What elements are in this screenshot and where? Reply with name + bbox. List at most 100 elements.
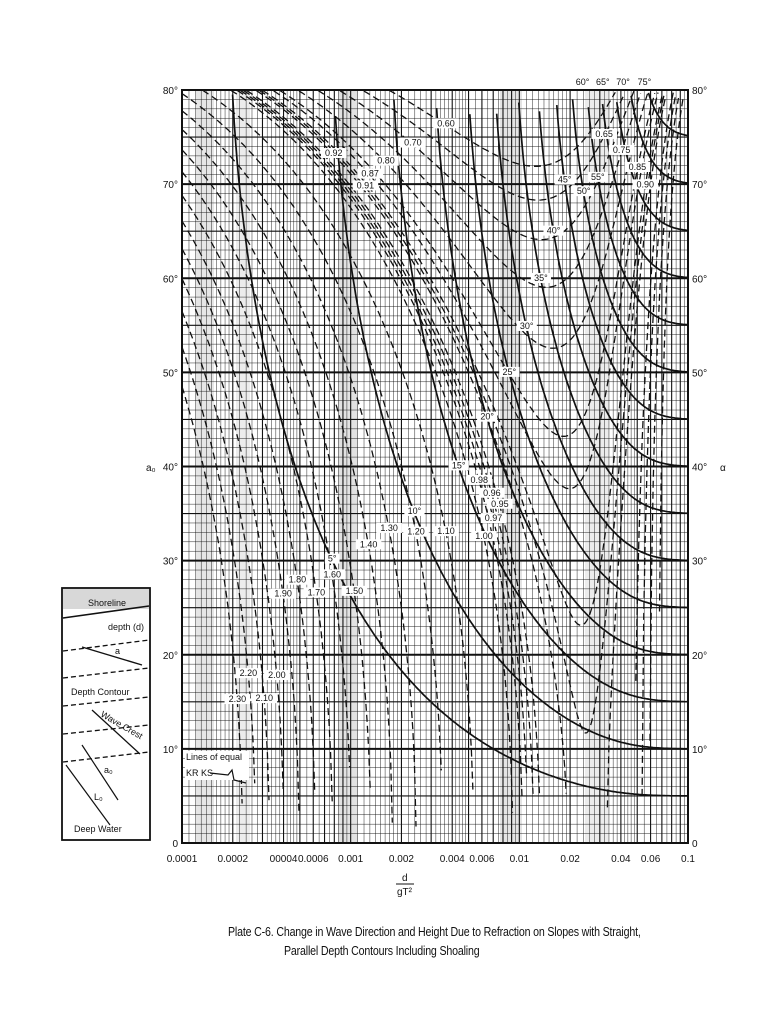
x-tick-label: 0.001 [338,854,363,865]
alpha-label: 5° [324,553,340,564]
grid [181,90,688,843]
krks-label: 0.96 [479,487,505,498]
krks-contour [649,97,680,741]
label-text: 0.80 [377,156,395,166]
x-axis-label-numerator: d [402,873,408,884]
krks-contour [339,90,635,241]
label-text: 75° [638,77,652,87]
label-background [587,171,608,182]
alpha-contour-35 [517,102,689,515]
label-background [477,411,498,422]
krks-label: 1.70 [303,587,330,598]
label-text: 55° [591,172,605,182]
label-background [319,569,346,580]
y-tick-label-right: 30° [692,557,707,568]
x-tick-label: 0.0002 [217,854,248,865]
label-background [634,77,655,87]
y-tick-label-right: 60° [692,274,707,285]
x-tick-label: 0.0001 [167,854,198,865]
label-text: 0.65 [595,129,613,139]
label-text: 10° [408,506,422,516]
label-text: 1.50 [346,586,364,596]
y-tick-label-left: 40° [163,463,178,474]
krks-label: 1.80 [284,574,311,585]
y-tick-label-left: 30° [163,557,178,568]
alpha-label-top: 65° [592,77,613,87]
krks-contour [181,278,284,790]
krks-label: 1.10 [433,526,459,537]
inset-alpha0-label: a₀ [104,765,113,775]
y-tick-label-left: 50° [163,368,178,379]
x-tick-label: 0.1 [681,854,695,865]
label-background [324,553,340,564]
inset-depth-contours [62,639,150,763]
label-background [251,693,278,704]
label-text: 2.10 [255,693,273,703]
inset-crest-2 [91,709,141,755]
krks-label: 0.60 [433,118,459,129]
label-background [516,320,537,331]
label-background [341,585,368,596]
label-text: 0.95 [491,499,509,509]
axes: 0.0001 0.0002 00004 0.0006 0.001 0.002 0.004 0.… [163,86,707,865]
label-text: 5° [328,554,337,564]
label-background [284,574,311,585]
label-background [264,670,290,681]
krks-label: 0.97 [480,513,507,524]
shoreline-line [62,605,150,619]
krks-label: 0.70 [400,137,426,148]
label-background [400,137,426,148]
label-text: 0.92 [325,148,343,158]
krks-contour [255,90,567,794]
curve-labels: 5° 10° 15° 20° 25° 30° 35° 40° 45° 50°55° 60° 65° 70… [224,77,659,705]
alpha-label: 50° [573,186,594,197]
krks-contour [641,96,676,796]
y-tick-label-right: 20° [692,651,707,662]
krks-label: 0.90 [632,179,659,190]
krks-label: 2.20 [235,668,262,679]
label-text: 0.70 [404,138,422,148]
krks-contour [273,90,659,490]
y-axis-label: a₀ [146,463,156,474]
label-text: 1.80 [289,575,307,585]
caption-line2: Parallel Depth Contours Including Shoali… [284,944,480,958]
label-background [572,77,593,87]
x-tick-label: 0.0006 [298,854,329,865]
inset-l0-label: L₀ [94,792,103,802]
label-text: 2.20 [240,668,258,678]
label-background [591,128,617,139]
label-background [479,487,505,498]
krks-label: 0.85 [624,161,651,172]
alpha-label: 20° [477,411,498,422]
krks-contour [181,311,270,801]
y-tick-label-left: 70° [163,180,178,191]
label-text: 2.00 [268,670,286,680]
krks-label: 0.87 [357,168,383,179]
alpha-contour-10 [334,115,688,750]
x-tick-label: 0.04 [611,854,631,865]
x-tick-label: 0.06 [641,854,661,865]
annotation-line1: Lines of equal [186,752,242,762]
inset-depth-contour-label: Depth Contour [71,687,130,697]
inset-depth-label: depth (d) [108,622,144,632]
inset-alpha-label: a [115,646,120,656]
label-text: 1.10 [437,526,455,536]
krks-label: 0.65 [591,128,617,139]
krks-contour [363,90,626,201]
label-background [376,522,402,533]
label-text: 1.90 [274,589,292,599]
krks-label: 2.10 [251,693,278,704]
label-background [480,513,507,524]
krks-label: 0.80 [373,155,399,166]
label-background [373,155,399,166]
annotation-background [185,751,249,780]
label-text: 0.97 [485,513,503,523]
krks-label: 1.60 [319,569,346,580]
alpha-contour-75 [647,92,689,137]
alpha-label: 35° [530,272,552,283]
label-text: 0.87 [361,169,379,179]
y-tick-label-right: 0 [692,839,698,850]
label-background [554,174,575,185]
x-tick-label: 00004 [270,854,298,865]
krks-contour [181,220,316,794]
